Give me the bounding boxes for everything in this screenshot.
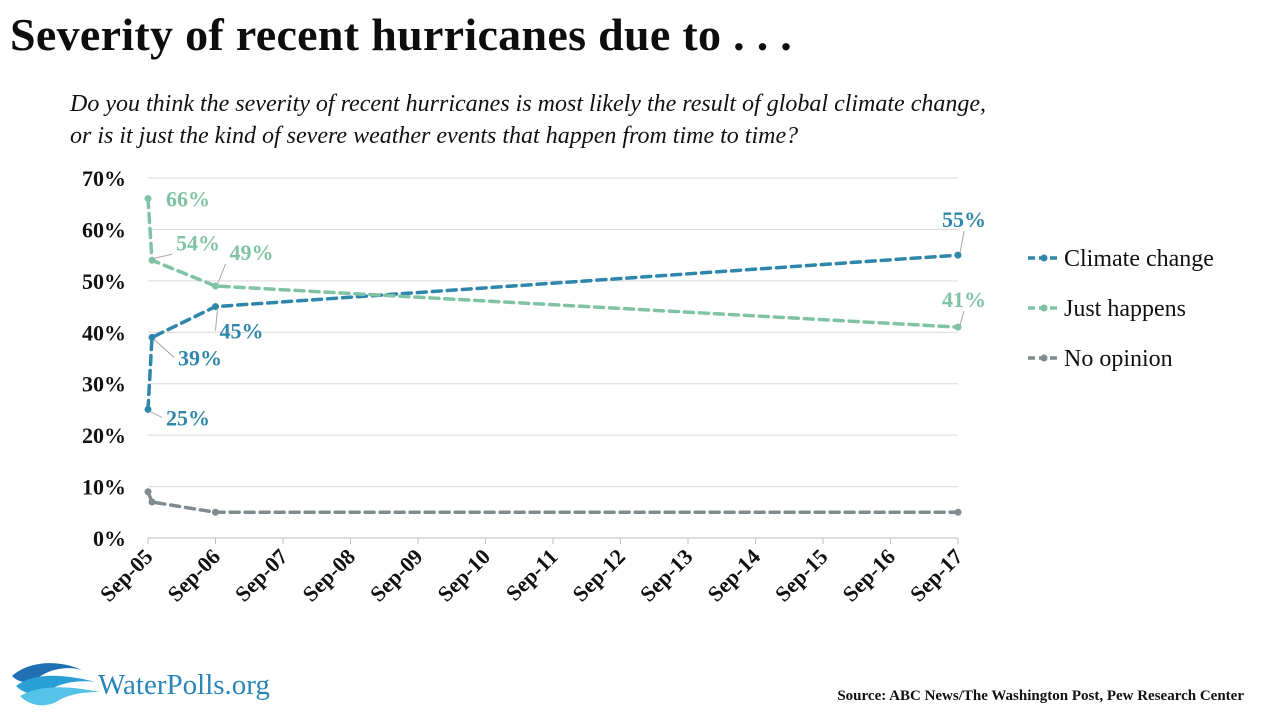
subtitle-line-2: or is it just the kind of severe weather… xyxy=(70,123,799,149)
data-point xyxy=(148,498,156,506)
x-tick-label: Sep-16 xyxy=(837,544,900,607)
y-tick-label: 60% xyxy=(82,217,126,242)
data-label-leader xyxy=(153,339,175,358)
data-point xyxy=(212,303,219,311)
series-line-no-opinion xyxy=(146,489,960,515)
data-label: 39% xyxy=(178,345,222,370)
x-tick-label: Sep-12 xyxy=(567,544,630,607)
legend-label: No opinion xyxy=(1064,346,1173,372)
x-tick-label: Sep-11 xyxy=(501,544,563,606)
legend-label: Just happens xyxy=(1064,296,1186,322)
y-tick-label: 40% xyxy=(82,320,126,345)
y-tick-label: 30% xyxy=(82,372,126,397)
waterpolls-logo-waves xyxy=(12,663,100,706)
series-line-climate-change xyxy=(146,253,960,412)
x-tick-label: Sep-08 xyxy=(297,544,360,607)
data-point xyxy=(144,195,152,203)
data-point xyxy=(144,405,152,413)
x-tick-label: Sep-13 xyxy=(635,544,698,607)
x-tick-label: Sep-07 xyxy=(230,544,293,607)
data-point xyxy=(954,323,962,331)
data-label: 66% xyxy=(166,187,210,212)
chart-title: Severity of recent hurricanes due to . .… xyxy=(10,9,793,60)
x-tick-label: Sep-09 xyxy=(365,544,428,607)
data-point xyxy=(144,488,152,496)
data-point xyxy=(148,333,156,341)
x-tick-label: Sep-15 xyxy=(770,544,833,607)
data-point xyxy=(954,508,962,516)
subtitle-line-1: Do you think the severity of recent hurr… xyxy=(70,91,987,117)
data-point xyxy=(148,256,156,264)
x-tick-label: Sep-17 xyxy=(905,544,968,607)
y-tick-label: 20% xyxy=(82,423,126,448)
logo-text: WaterPolls.org xyxy=(98,669,270,701)
data-label-leader xyxy=(215,308,218,331)
data-point xyxy=(212,282,219,290)
y-tick-label: 70% xyxy=(82,166,126,191)
source-note: Source: ABC News/The Washington Post, Pe… xyxy=(837,688,1244,704)
data-label-leader xyxy=(217,263,226,285)
legend-marker xyxy=(1040,254,1048,262)
data-label: 25% xyxy=(166,405,210,430)
data-point xyxy=(212,508,219,516)
x-tick-label: Sep-06 xyxy=(162,544,225,607)
data-point xyxy=(954,251,962,259)
data-label: 54% xyxy=(176,230,220,255)
data-label-leader xyxy=(959,231,965,254)
y-tick-label: 0% xyxy=(93,526,126,551)
x-tick-label: Sep-05 xyxy=(95,544,158,607)
data-label-leader xyxy=(153,253,173,259)
series-line-just-happens xyxy=(146,196,960,329)
legend-marker xyxy=(1040,354,1048,362)
data-label-leader xyxy=(959,311,965,326)
data-label: 41% xyxy=(942,287,986,312)
data-label: 45% xyxy=(220,319,264,344)
data-label-leader xyxy=(149,410,163,418)
y-tick-label: 10% xyxy=(82,475,126,500)
x-tick-label: Sep-14 xyxy=(702,544,765,607)
legend-label: Climate change xyxy=(1064,246,1214,272)
x-tick-label: Sep-10 xyxy=(432,544,495,607)
y-tick-label: 50% xyxy=(82,269,126,294)
data-label: 49% xyxy=(230,240,274,265)
data-label: 55% xyxy=(942,207,986,232)
chart-subtitle: Do you think the severity of recent hurr… xyxy=(70,88,1250,152)
legend-marker xyxy=(1040,304,1048,312)
